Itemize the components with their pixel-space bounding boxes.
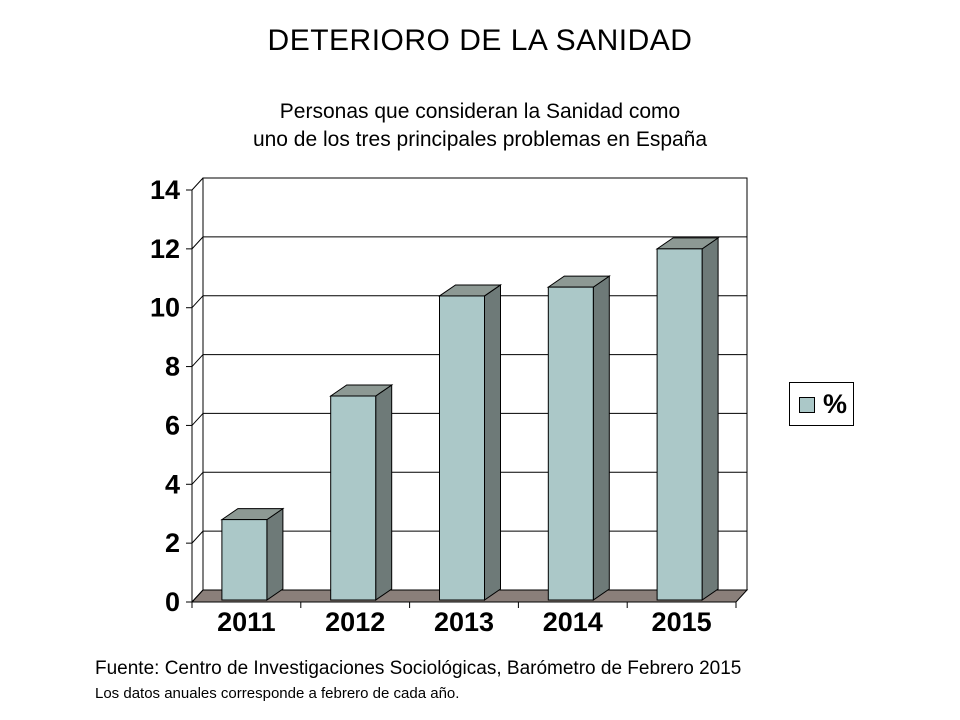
x-category-label: 2014 (543, 607, 603, 637)
ticks-layer: 0 2 4 6 8 10 12 14 (150, 175, 180, 617)
gridline-depth (191, 589, 204, 603)
chart-subtitle-line-2: uno de los tres principales problemas en… (252, 128, 708, 151)
legend-label: % (823, 389, 848, 419)
bar-side (266, 507, 284, 601)
cats-layer: 2011 2012 2013 2014 2015 (217, 607, 712, 637)
note-text: Los datos anuales corresponde a febrero … (95, 685, 460, 702)
bar-side (484, 283, 501, 601)
y-tick-label: 2 (165, 528, 180, 558)
x-category-label: 2013 (434, 607, 494, 637)
y-tick-label: 14 (150, 175, 180, 205)
chart-subtitle: Personas que consideran la Sanidad como … (0, 98, 960, 154)
legend-swatch (799, 397, 815, 413)
bar-side (375, 384, 393, 601)
bar-front (547, 286, 594, 601)
gridline-depth (191, 530, 204, 544)
chart-title: DETERIORO DE LA SANIDAD (267, 24, 693, 57)
bar-2014 (546, 275, 611, 601)
bar-2013 (437, 283, 503, 601)
y-tick-label: 6 (165, 410, 180, 440)
bar-front (330, 395, 377, 601)
y-tick-label: 8 (165, 352, 180, 382)
gridline-depth (191, 177, 204, 191)
bar-side (592, 275, 610, 601)
bar-side (701, 236, 719, 601)
bar-2012 (329, 384, 394, 601)
y-tick-label: 12 (150, 234, 180, 264)
legend: % (789, 382, 854, 426)
bar-2011 (220, 507, 285, 601)
y-tick-label: 4 (165, 469, 180, 499)
source-text: Fuente: Centro de Investigaciones Sociol… (95, 658, 742, 679)
chart-subtitle-line-1: Personas que consideran la Sanidad como (279, 100, 681, 123)
axis-layer (186, 177, 737, 608)
x-category-label: 2011 (217, 607, 276, 637)
y-tick-label: 0 (165, 587, 180, 617)
x-category-label: 2015 (652, 607, 712, 637)
bar-front (656, 248, 703, 601)
gridline-depth (191, 236, 204, 250)
gridline-depth (191, 295, 204, 309)
bars-layer (220, 236, 720, 601)
gridline-depth (191, 413, 204, 426)
bar-front (221, 519, 268, 601)
bar-front (439, 295, 485, 601)
gridline-depth (191, 471, 204, 485)
y-tick-label: 10 (150, 293, 180, 323)
bar-2015 (655, 236, 720, 601)
gridline-depth (191, 354, 204, 367)
x-category-label: 2012 (325, 607, 385, 637)
